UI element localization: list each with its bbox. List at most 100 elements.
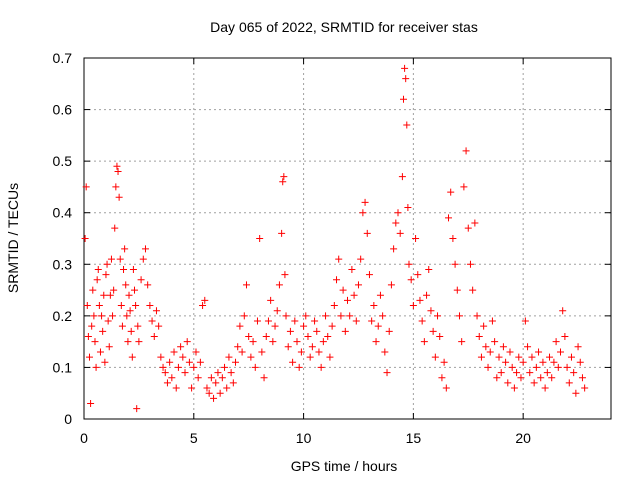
data-point [365,271,373,279]
data-point [436,332,444,340]
data-point [150,332,158,340]
data-point [322,312,330,320]
data-point [172,384,180,392]
data-point [210,394,218,402]
data-point [537,374,545,382]
data-point [475,332,483,340]
data-point [293,338,301,346]
data-point [111,224,119,232]
data-point [556,348,564,356]
data-point [93,276,101,284]
data-point [267,296,275,304]
data-point [357,255,365,263]
data-point [168,374,176,382]
data-points [81,64,589,413]
data-point [205,389,213,397]
data-point [330,302,338,310]
data-point [324,332,332,340]
axis-ticks: 0 0.1 0.2 0.3 0.4 0.5 0.6 0.7 0 5 10 15 20 [53,50,611,446]
data-point [407,276,415,284]
data-point [82,183,90,191]
data-point [372,338,380,346]
data-point [482,343,490,351]
y-tick-label: 0.5 [53,153,73,169]
data-point [359,209,367,217]
data-point [192,348,200,356]
data-point [328,322,336,330]
data-point [281,271,289,279]
data-point [405,260,413,268]
data-point [196,358,204,366]
data-point [127,327,135,335]
data-point [98,312,106,320]
data-point [376,291,384,299]
y-tick-label: 0.6 [53,102,73,118]
data-point [134,322,142,330]
data-point [486,348,494,356]
data-point [253,317,261,325]
data-point [83,302,91,310]
data-point [249,338,257,346]
data-point [199,302,207,310]
data-point [469,286,477,294]
data-point [565,379,573,387]
data-point [269,338,277,346]
data-point [526,369,534,377]
y-tick-label: 0.2 [53,308,73,324]
data-point [510,384,518,392]
data-point [104,317,112,325]
data-point [326,353,334,361]
data-point [166,358,174,366]
data-point [313,327,321,335]
data-point [242,281,250,289]
data-point [177,343,185,351]
data-point [161,369,169,377]
data-point [174,363,182,371]
data-point [425,265,433,273]
data-point [578,374,586,382]
data-point [315,348,323,356]
data-point [464,224,472,232]
data-point [122,281,130,289]
data-point [567,353,575,361]
data-point [559,307,567,315]
data-point [396,229,404,237]
data-point [291,317,299,325]
data-point [402,75,410,83]
data-point [146,302,154,310]
data-point [124,338,132,346]
data-point [87,400,95,408]
data-point [401,64,409,72]
data-point [227,369,235,377]
data-point [282,312,290,320]
data-point [344,296,351,304]
data-point [118,322,126,330]
data-point [570,369,578,377]
data-point [517,374,525,382]
data-point [278,229,286,237]
data-point [256,235,264,242]
data-point [381,348,389,356]
data-point [183,338,191,346]
data-point [453,286,461,294]
data-point [399,95,407,103]
data-point [88,322,96,330]
data-point [519,358,527,366]
data-point [300,322,308,330]
data-point [114,167,122,175]
data-point [132,302,140,310]
data-point [123,312,131,320]
data-point [458,338,466,346]
data-point [304,332,312,340]
data-point [170,348,178,356]
data-point [513,369,521,377]
data-point [113,162,121,170]
data-point [148,317,156,325]
data-point [398,173,406,181]
data-point [317,363,325,371]
data-point [521,317,529,325]
data-point [434,312,442,320]
data-point [223,384,231,392]
data-point [506,348,514,356]
data-point [308,343,316,351]
